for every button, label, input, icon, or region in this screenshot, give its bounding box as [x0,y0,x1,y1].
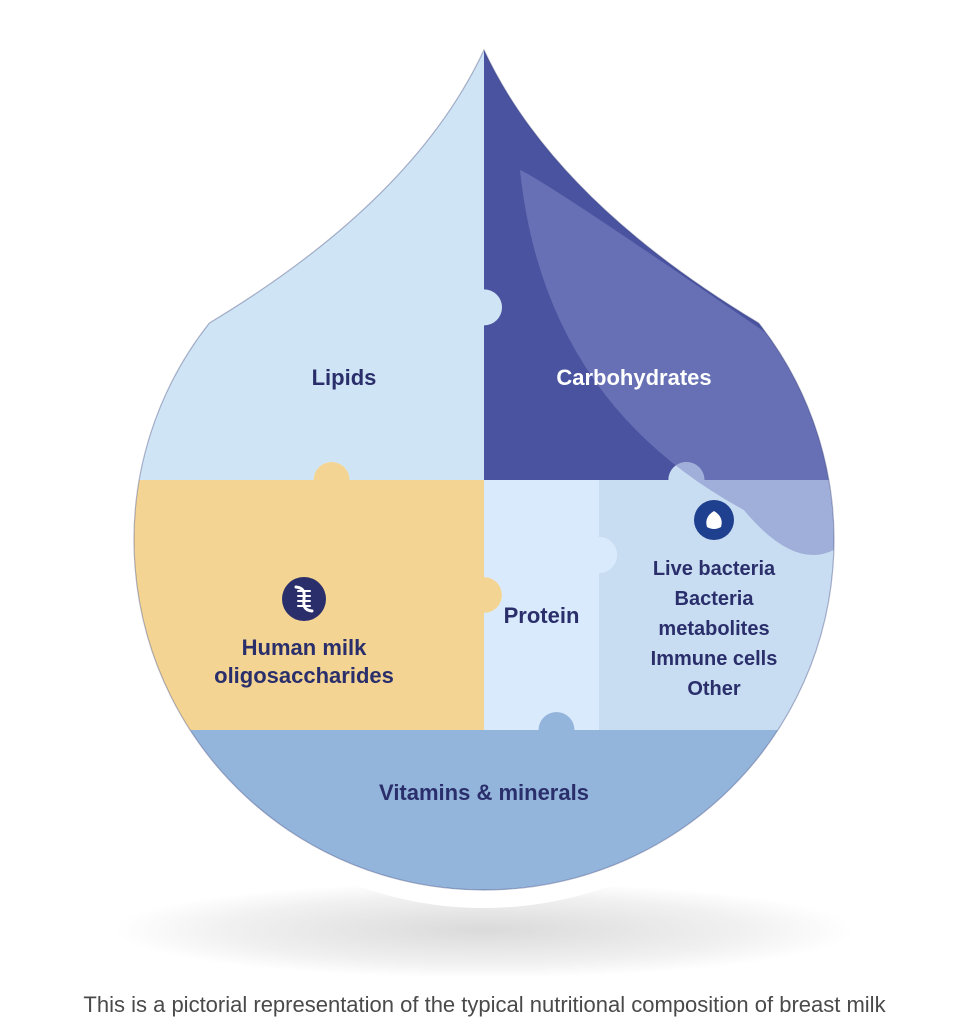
infographic-stage: Lipids Carbohydrates Human milk oligosaccha… [0,0,969,1024]
label-bacteria-0: Live bacteria [653,558,776,580]
label-hmo-1: Human milk [242,635,367,660]
label-carbohydrates: Carbohydrates [556,365,711,390]
label-protein: Protein [504,603,580,628]
caption-text: This is a pictorial representation of th… [0,984,969,1024]
label-hmo-2: oligosaccharides [214,663,394,688]
drop-infographic: Lipids Carbohydrates Human milk oligosaccha… [0,0,969,980]
label-bacteria-4: Other [687,678,741,700]
label-lipids: Lipids [312,365,377,390]
label-bacteria-3: Immune cells [651,648,778,670]
segment-lipids [139,50,502,480]
label-bacteria-1: Bacteria [675,588,755,610]
label-vitamins: Vitamins & minerals [379,780,589,805]
label-bacteria-2: metabolites [658,618,769,640]
